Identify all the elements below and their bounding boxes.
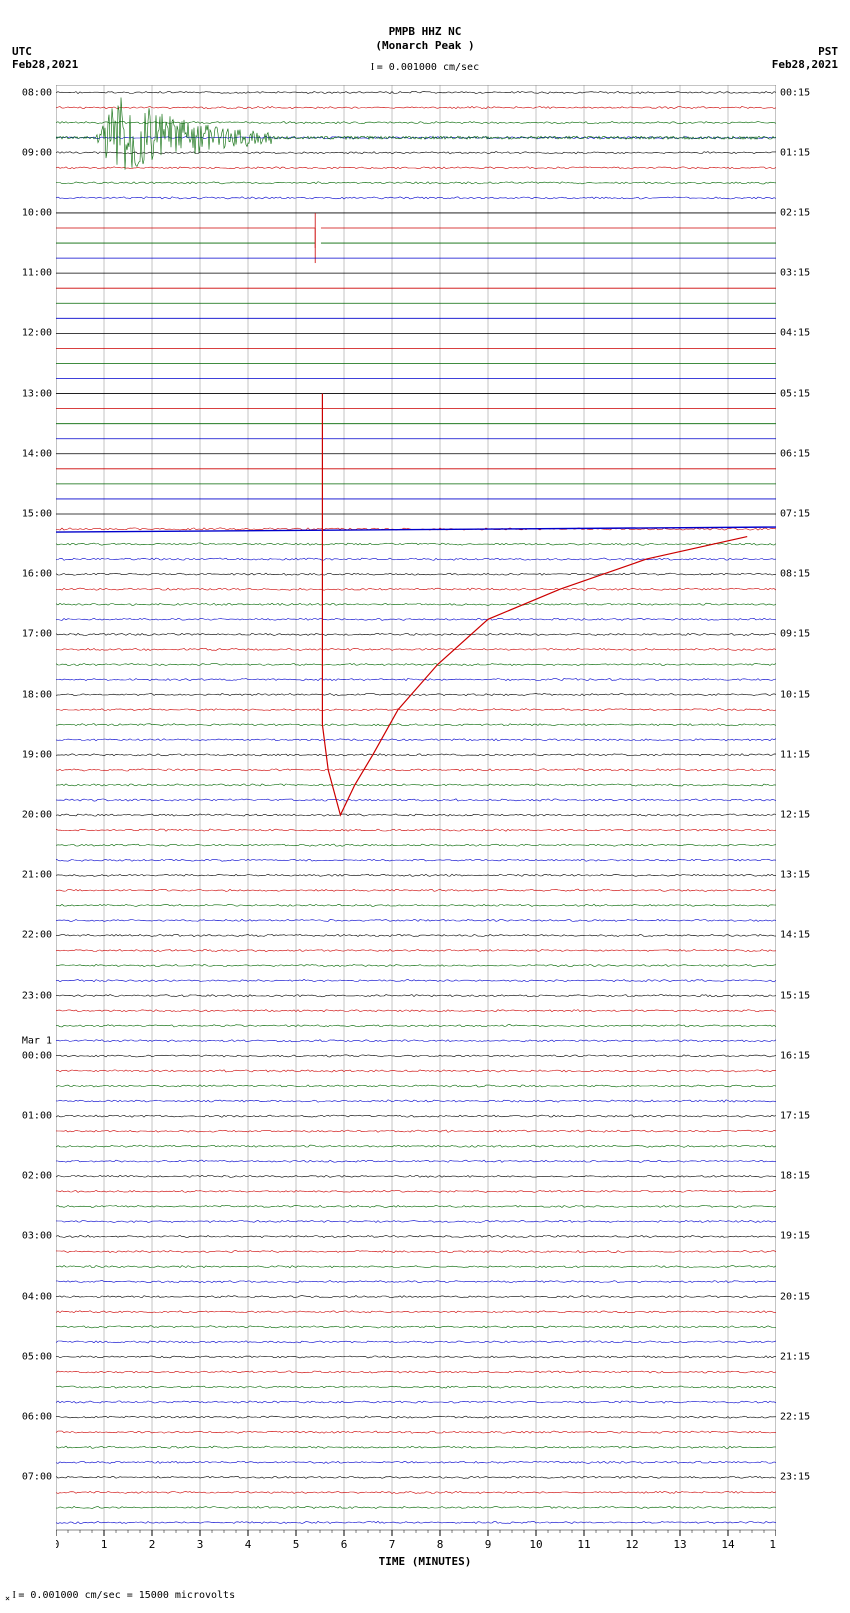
utc-time-label: 15:00 bbox=[22, 508, 56, 519]
utc-time-label: 12:00 bbox=[22, 328, 56, 339]
seismogram-container: PMPB HHZ NC (Monarch Peak ) I = 0.001000… bbox=[0, 0, 850, 1613]
utc-time-label: 23:00 bbox=[22, 990, 56, 1001]
utc-time-label: Mar 1 bbox=[22, 1035, 56, 1046]
pst-time-label: 19:15 bbox=[776, 1231, 810, 1242]
svg-text:5: 5 bbox=[293, 1538, 300, 1551]
utc-time-label: 04:00 bbox=[22, 1291, 56, 1302]
utc-time-label: 08:00 bbox=[22, 87, 56, 98]
utc-time-label: 20:00 bbox=[22, 810, 56, 821]
svg-text:11: 11 bbox=[577, 1538, 590, 1551]
svg-text:1: 1 bbox=[101, 1538, 108, 1551]
pst-time-label: 01:15 bbox=[776, 147, 810, 158]
utc-time-label: 07:00 bbox=[22, 1472, 56, 1483]
utc-time-label: 17:00 bbox=[22, 629, 56, 640]
pst-time-label: 18:15 bbox=[776, 1171, 810, 1182]
svg-text:12: 12 bbox=[625, 1538, 638, 1551]
svg-text:2: 2 bbox=[149, 1538, 156, 1551]
pst-time-label: 06:15 bbox=[776, 448, 810, 459]
pst-time-label: 09:15 bbox=[776, 629, 810, 640]
pst-time-label: 13:15 bbox=[776, 870, 810, 881]
pst-time-label: 10:15 bbox=[776, 689, 810, 700]
svg-text:0: 0 bbox=[56, 1538, 59, 1551]
utc-time-label: 13:00 bbox=[22, 388, 56, 399]
utc-time-label: 10:00 bbox=[22, 207, 56, 218]
svg-text:15: 15 bbox=[769, 1538, 776, 1551]
chart-header: PMPB HHZ NC (Monarch Peak ) bbox=[0, 25, 850, 53]
utc-time-label: 02:00 bbox=[22, 1171, 56, 1182]
utc-time-label: 18:00 bbox=[22, 689, 56, 700]
svg-text:14: 14 bbox=[721, 1538, 735, 1551]
svg-text:4: 4 bbox=[245, 1538, 252, 1551]
pst-time-label: 04:15 bbox=[776, 328, 810, 339]
utc-time-label: 00:00 bbox=[22, 1050, 56, 1061]
pst-time-label: 21:15 bbox=[776, 1351, 810, 1362]
pst-time-label: 17:15 bbox=[776, 1111, 810, 1122]
plot-area: 0123456789101112131415 08:0009:0010:0011… bbox=[56, 85, 776, 1530]
pst-time-label: 15:15 bbox=[776, 990, 810, 1001]
svg-text:13: 13 bbox=[673, 1538, 686, 1551]
date-right-label: Feb28,2021 bbox=[772, 58, 838, 71]
utc-time-label: 11:00 bbox=[22, 268, 56, 279]
svg-text:6: 6 bbox=[341, 1538, 348, 1551]
pst-time-label: 22:15 bbox=[776, 1412, 810, 1423]
seismogram-svg: 0123456789101112131415 bbox=[56, 85, 776, 1555]
pst-time-label: 14:15 bbox=[776, 930, 810, 941]
utc-time-label: 03:00 bbox=[22, 1231, 56, 1242]
scale-reference: I = 0.001000 cm/sec bbox=[371, 62, 479, 73]
station-code: PMPB HHZ NC bbox=[0, 25, 850, 39]
pst-time-label: 00:15 bbox=[776, 87, 810, 98]
utc-time-label: 09:00 bbox=[22, 147, 56, 158]
station-name: (Monarch Peak ) bbox=[0, 39, 850, 53]
utc-time-label: 19:00 bbox=[22, 749, 56, 760]
pst-time-label: 07:15 bbox=[776, 508, 810, 519]
utc-time-label: 21:00 bbox=[22, 870, 56, 881]
pst-time-label: 05:15 bbox=[776, 388, 810, 399]
tz-right-label: PST bbox=[818, 45, 838, 58]
x-axis-label: TIME (MINUTES) bbox=[379, 1555, 472, 1568]
pst-time-label: 03:15 bbox=[776, 268, 810, 279]
svg-text:7: 7 bbox=[389, 1538, 396, 1551]
svg-text:9: 9 bbox=[485, 1538, 492, 1551]
pst-time-label: 08:15 bbox=[776, 569, 810, 580]
svg-text:10: 10 bbox=[529, 1538, 542, 1551]
tz-left-label: UTC bbox=[12, 45, 32, 58]
utc-time-label: 05:00 bbox=[22, 1351, 56, 1362]
pst-time-label: 02:15 bbox=[776, 207, 810, 218]
pst-time-label: 23:15 bbox=[776, 1472, 810, 1483]
utc-time-label: 16:00 bbox=[22, 569, 56, 580]
utc-time-label: 01:00 bbox=[22, 1111, 56, 1122]
utc-time-label: 06:00 bbox=[22, 1412, 56, 1423]
pst-time-label: 11:15 bbox=[776, 749, 810, 760]
pst-time-label: 16:15 bbox=[776, 1050, 810, 1061]
utc-time-label: 14:00 bbox=[22, 448, 56, 459]
utc-time-label: 22:00 bbox=[22, 930, 56, 941]
pst-time-label: 12:15 bbox=[776, 810, 810, 821]
date-left-label: Feb28,2021 bbox=[12, 58, 78, 71]
pst-time-label: 20:15 bbox=[776, 1291, 810, 1302]
svg-text:8: 8 bbox=[437, 1538, 444, 1551]
footer-scale-note: × I = 0.001000 cm/sec = 15000 microvolts bbox=[5, 1590, 235, 1603]
svg-text:3: 3 bbox=[197, 1538, 204, 1551]
